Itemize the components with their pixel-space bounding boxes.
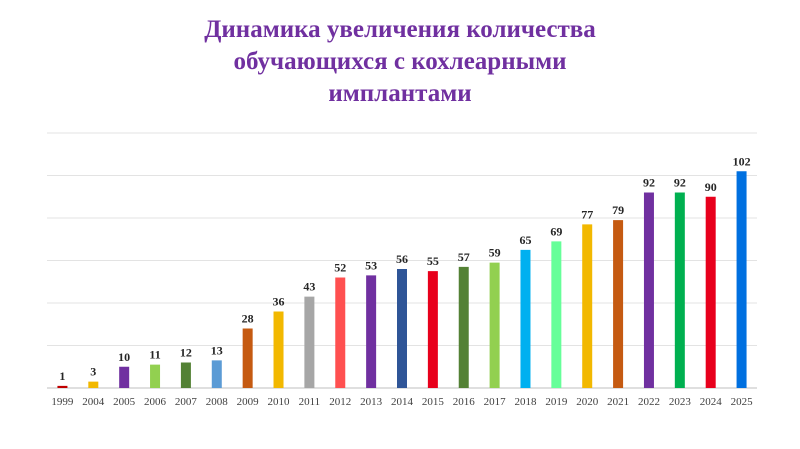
data-label-2024: 90 [705, 180, 717, 194]
data-label-2020: 77 [581, 207, 593, 221]
bar-2005 [119, 366, 130, 388]
bar-2013 [366, 275, 377, 388]
bar-2018 [520, 249, 531, 388]
bar-2023 [674, 192, 685, 388]
x-tick-2014: 2014 [391, 396, 414, 408]
bar-2025 [736, 171, 747, 388]
x-tick-2023: 2023 [669, 396, 692, 408]
chart-title-line-2: обучающихся с кохлеарными [233, 48, 567, 75]
x-tick-2017: 2017 [484, 396, 507, 408]
bar-2012 [335, 277, 346, 388]
bar-2020 [582, 224, 593, 388]
bars [57, 171, 747, 388]
x-tick-2009: 2009 [237, 396, 260, 408]
x-tick-2011: 2011 [299, 396, 321, 408]
bar-2009 [242, 328, 253, 388]
x-tick-2018: 2018 [514, 396, 537, 408]
data-label-2013: 53 [365, 258, 377, 272]
bar-2024 [705, 196, 716, 388]
bar-2006 [150, 364, 161, 388]
data-label-2016: 57 [458, 250, 470, 264]
data-label-2022: 92 [643, 176, 655, 190]
data-label-2005: 10 [118, 350, 130, 364]
bar-2008 [211, 360, 222, 388]
data-label-2025: 102 [733, 154, 751, 168]
data-label-2019: 69 [550, 224, 562, 238]
data-label-2021: 79 [612, 203, 624, 217]
data-label-2009: 28 [242, 312, 254, 326]
bar-2007 [180, 362, 191, 388]
x-axis-ticks: 1999 2004 2005 2006 2007 2008 2009 2010 2011 2012… [51, 396, 753, 408]
x-tick-2024: 2024 [700, 396, 723, 408]
x-tick-2012: 2012 [329, 396, 351, 408]
bar-2014 [397, 269, 407, 388]
bar-2022 [643, 192, 654, 388]
x-tick-2022: 2022 [638, 396, 660, 408]
chart-title-line-1: Динамика увеличения количества [204, 16, 596, 43]
chart-title: Динамика увеличения количества обучающих… [0, 14, 800, 110]
bar-2021 [613, 220, 624, 388]
x-tick-2021: 2021 [607, 396, 629, 408]
data-label-2017: 59 [489, 246, 501, 260]
x-tick-2020: 2020 [576, 396, 599, 408]
bar-2011 [304, 296, 315, 388]
bar-1999 [57, 385, 68, 388]
data-label-2015: 55 [427, 254, 439, 268]
x-tick-2025: 2025 [731, 396, 754, 408]
x-tick-2004: 2004 [82, 396, 105, 408]
data-label-2008: 13 [211, 343, 223, 357]
bar-2015 [427, 271, 438, 388]
data-label-2004: 3 [90, 365, 96, 379]
x-tick-2007: 2007 [175, 396, 198, 408]
data-label-2018: 65 [519, 233, 531, 247]
gridlines [47, 132, 757, 389]
x-tick-2005: 2005 [113, 396, 136, 408]
x-tick-2016: 2016 [453, 396, 476, 408]
data-label-2007: 12 [180, 346, 192, 360]
bar-2017 [489, 262, 500, 388]
data-label-2012: 52 [334, 261, 346, 275]
bar-2016 [458, 266, 469, 388]
data-label-2006: 11 [149, 348, 160, 362]
x-tick-2010: 2010 [268, 396, 291, 408]
x-tick-2015: 2015 [422, 396, 445, 408]
chart-title-line-3: имплантами [328, 80, 472, 107]
data-label-2011: 43 [303, 280, 315, 294]
data-label-2010: 36 [273, 295, 285, 309]
bar-2004 [88, 381, 99, 388]
x-tick-2008: 2008 [206, 396, 229, 408]
data-label-1999: 1 [59, 369, 65, 383]
bar-2010 [273, 311, 284, 388]
data-label-2023: 92 [674, 176, 686, 190]
x-tick-2019: 2019 [545, 396, 568, 408]
x-tick-2006: 2006 [144, 396, 167, 408]
x-tick-2013: 2013 [360, 396, 383, 408]
x-tick-1999: 1999 [51, 396, 74, 408]
bar-2019 [551, 241, 562, 388]
data-label-2014: 56 [396, 252, 408, 266]
